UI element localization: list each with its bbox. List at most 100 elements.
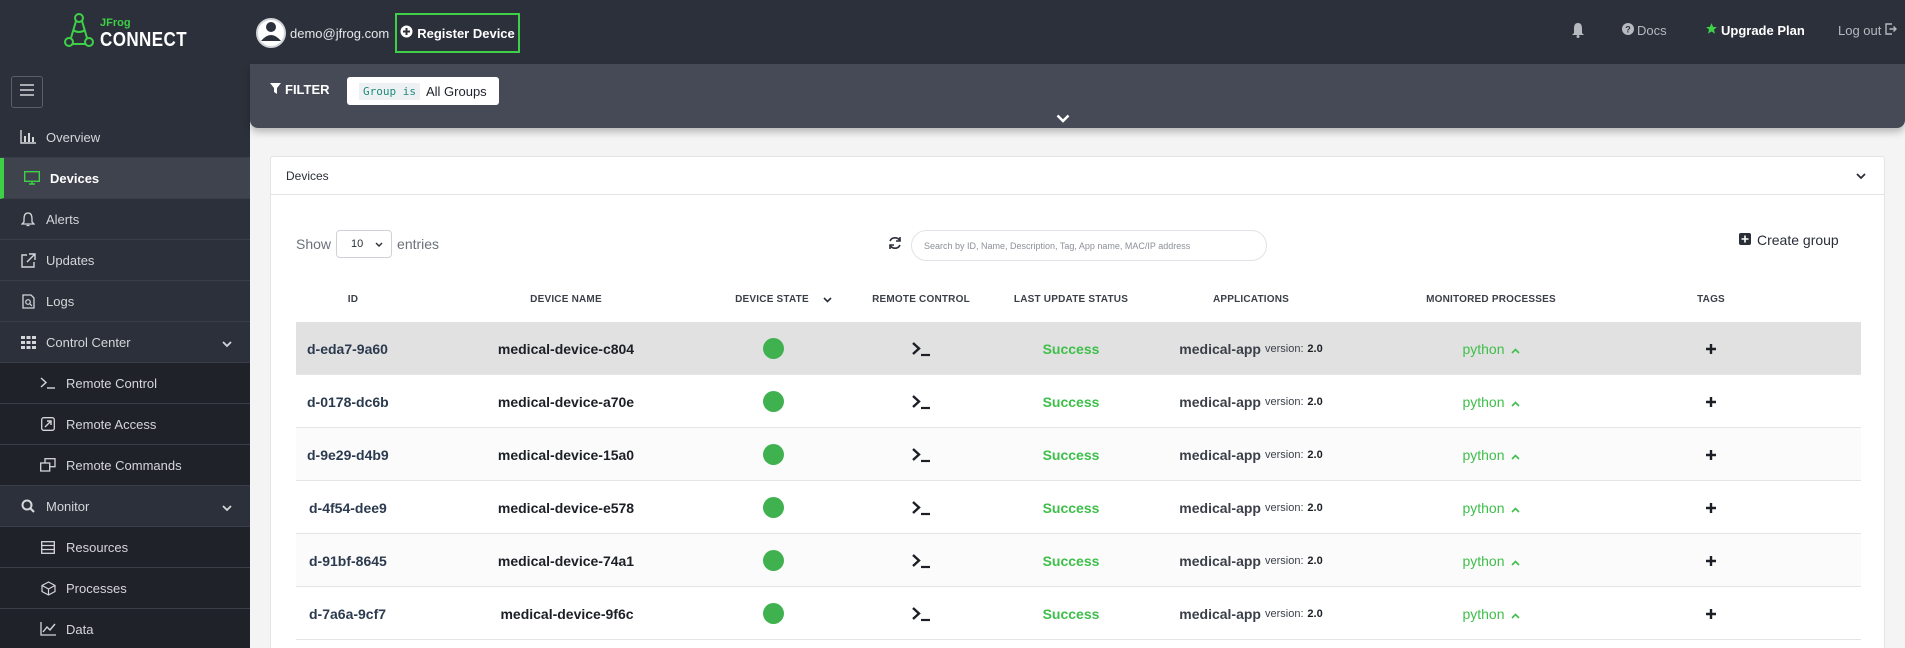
application-info[interactable]: medical-app version: 2.0 <box>1176 534 1326 587</box>
add-tag-plus-icon[interactable] <box>1696 587 1726 640</box>
docs-link[interactable]: ? Docs <box>1622 20 1667 40</box>
column-header-monitored-processes[interactable]: MONITORED PROCESSES <box>1426 294 1556 305</box>
monitored-process[interactable]: python <box>1441 587 1541 640</box>
chart-bar-icon <box>18 130 38 144</box>
device-id-link[interactable]: d-0178-dc6b <box>307 393 389 410</box>
add-tag-plus-icon[interactable] <box>1696 322 1726 375</box>
device-name[interactable]: medical-device-e578 <box>497 499 635 516</box>
column-header-device-name[interactable]: DEVICE NAME <box>530 294 602 305</box>
device-id-link[interactable]: d-91bf-8645 <box>309 552 387 569</box>
sidebar-item-label: Resources <box>66 539 129 555</box>
terminal-icon[interactable] <box>906 375 936 428</box>
column-header-remote-control[interactable]: REMOTE CONTROL <box>872 294 970 305</box>
monitored-process[interactable]: python <box>1441 534 1541 587</box>
sidebar-item-remote-access[interactable]: Remote Access <box>0 404 250 445</box>
chevron-up-icon <box>1510 341 1520 357</box>
table-row[interactable]: d-9e29-d4b9 medical-device-15a0 Success … <box>296 428 1861 481</box>
sidebar-item-logs[interactable]: Logs <box>0 281 250 322</box>
devices-card-header[interactable]: Devices <box>271 157 1884 195</box>
application-info[interactable]: medical-app version: 2.0 <box>1176 587 1326 640</box>
upgrade-plan-label: Upgrade Plan <box>1721 22 1805 38</box>
terminal-icon[interactable] <box>906 534 936 587</box>
chevron-down-icon[interactable] <box>823 295 832 306</box>
column-header-tags[interactable]: TAGS <box>1697 294 1725 305</box>
table-row[interactable]: d-91bf-8645 medical-device-74a1 Success … <box>296 534 1861 587</box>
column-header-device-state[interactable]: DEVICE STATE <box>735 294 809 305</box>
table-row[interactable]: d-4f54-dee9 medical-device-e578 Success … <box>296 481 1861 534</box>
device-id-link[interactable]: d-4f54-dee9 <box>309 499 387 516</box>
device-id-link[interactable]: d-eda7-9a60 <box>307 340 388 357</box>
table-row[interactable]: d-0178-dc6b medical-device-a70e Success … <box>296 375 1861 428</box>
sidebar-toggle-button[interactable] <box>11 76 43 108</box>
upgrade-plan-link[interactable]: Upgrade Plan <box>1705 20 1805 40</box>
application-info[interactable]: medical-app version: 2.0 <box>1176 375 1326 428</box>
device-id-link[interactable]: d-9e29-d4b9 <box>307 446 389 463</box>
sidebar-item-monitor[interactable]: Monitor <box>0 486 250 527</box>
monitored-process[interactable]: python <box>1441 322 1541 375</box>
docs-label: Docs <box>1637 22 1667 38</box>
register-device-button[interactable]: Register Device <box>395 13 520 53</box>
refresh-icon[interactable] <box>888 236 902 255</box>
column-header-last-update-status[interactable]: LAST UPDATE STATUS <box>1013 294 1129 305</box>
terminal-icon[interactable] <box>906 481 936 534</box>
filter-chip-group[interactable]: Group is All Groups <box>347 77 499 105</box>
application-info[interactable]: medical-app version: 2.0 <box>1176 428 1326 481</box>
jfrog-connect-logo[interactable]: JFrog CONNECT <box>64 12 202 55</box>
device-name[interactable]: medical-device-15a0 <box>497 446 635 463</box>
sidebar-item-remote-control[interactable]: Remote Control <box>0 363 250 404</box>
application-info[interactable]: medical-app version: 2.0 <box>1176 481 1326 534</box>
update-status: Success <box>1042 552 1100 569</box>
sidebar-item-updates[interactable]: Updates <box>0 240 250 281</box>
terminal-icon[interactable] <box>906 428 936 481</box>
log-file-icon <box>18 293 38 309</box>
sidebar-item-processes[interactable]: Processes <box>0 568 250 609</box>
table-row[interactable]: d-7a6a-9cf7 medical-device-9f6c Success … <box>296 587 1861 640</box>
show-entries-control: Show 10 entries <box>296 230 439 258</box>
device-state-indicator <box>758 375 788 428</box>
chevron-down-icon[interactable] <box>1056 110 1070 128</box>
chevron-down-icon[interactable] <box>1856 169 1866 183</box>
terminal-icon[interactable] <box>906 322 936 375</box>
update-status: Success <box>1042 446 1100 463</box>
sidebar-item-label: Overview <box>46 129 101 145</box>
add-tag-plus-icon[interactable] <box>1696 375 1726 428</box>
user-email: demo@jfrog.com <box>290 25 390 41</box>
user-menu[interactable]: demo@jfrog.com <box>256 18 389 48</box>
logo-big-text: CONNECT <box>100 28 188 51</box>
monitored-process[interactable]: python <box>1441 428 1541 481</box>
sidebar-item-alerts[interactable]: Alerts <box>0 199 250 240</box>
monitored-process[interactable]: python <box>1441 375 1541 428</box>
sidebar-item-data[interactable]: Data <box>0 609 250 648</box>
sidebar-item-remote-commands[interactable]: Remote Commands <box>0 445 250 486</box>
search-icon <box>18 499 38 513</box>
sidebar-item-overview[interactable]: Overview <box>0 117 250 158</box>
sidebar-item-resources[interactable]: Resources <box>0 527 250 568</box>
application-info[interactable]: medical-app version: 2.0 <box>1176 322 1326 375</box>
device-id-link[interactable]: d-7a6a-9cf7 <box>309 605 387 622</box>
logout-link[interactable]: Log out <box>1838 20 1898 40</box>
version-label: version: <box>1264 448 1304 461</box>
device-search-input[interactable]: Search by ID, Name, Description, Tag, Ap… <box>911 230 1267 261</box>
process-name: python <box>1462 446 1505 463</box>
terminal-icon[interactable] <box>906 587 936 640</box>
device-name[interactable]: medical-device-a70e <box>497 393 635 410</box>
monitored-process[interactable]: python <box>1441 481 1541 534</box>
create-group-button[interactable]: Create group <box>1739 232 1839 248</box>
column-header-applications[interactable]: APPLICATIONS <box>1212 294 1290 305</box>
device-name[interactable]: medical-device-9f6c <box>500 605 634 622</box>
process-name: python <box>1462 340 1505 357</box>
device-name[interactable]: medical-device-74a1 <box>497 552 635 569</box>
add-tag-plus-icon[interactable] <box>1696 534 1726 587</box>
entries-select[interactable]: 10 <box>336 230 393 258</box>
column-header-id[interactable]: ID <box>347 294 359 305</box>
add-tag-plus-icon[interactable] <box>1696 428 1726 481</box>
sidebar-item-devices[interactable]: Devices <box>0 158 250 199</box>
notifications-bell-icon[interactable] <box>1570 20 1586 40</box>
filter-button[interactable]: FILTER <box>270 82 330 97</box>
device-name[interactable]: medical-device-c804 <box>497 340 635 357</box>
chevron-up-icon <box>1510 394 1520 410</box>
add-tag-plus-icon[interactable] <box>1696 481 1726 534</box>
table-row[interactable]: d-eda7-9a60 medical-device-c804 Success … <box>296 322 1861 375</box>
sidebar-item-control-center[interactable]: Control Center <box>0 322 250 363</box>
register-device-label: Register Device <box>417 25 515 41</box>
